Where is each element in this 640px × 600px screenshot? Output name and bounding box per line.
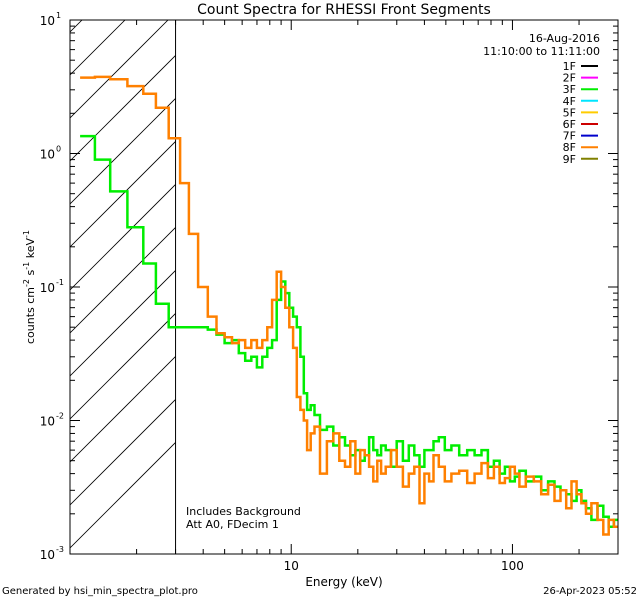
x-axis-label: Energy (keV) [305,575,382,589]
legend-label: 5F [563,106,576,119]
y-tick-label: 10 [40,548,55,562]
svg-text:counts cm-2 s-1 keV-1: counts cm-2 s-1 keV-1 [22,230,37,344]
annotation-background: Includes Background [186,505,301,518]
y-tick-exponent: -2 [56,412,64,421]
legend-label: 8F [563,141,576,154]
legend-label: 2F [563,72,576,85]
annotation-attenuator: Att A0, FDecim 1 [186,518,279,531]
y-tick-exponent: -1 [56,278,64,287]
legend-label: 3F [563,83,576,96]
series-group [80,75,618,536]
legend-label: 9F [563,153,576,166]
time-range-label: 11:10:00 to 11:11:00 [483,45,600,58]
footer-generated-by: Generated by hsi_min_spectra_plot.pro [2,586,198,597]
y-axis-label: counts cm-2 s-1 keV-1 [22,230,37,344]
y-tick-exponent: 1 [56,11,61,20]
x-tick-label: 100 [501,559,524,573]
x-tick-label: 10 [284,559,299,573]
series-3F [80,134,618,528]
series-8F [80,75,618,536]
chart-title: Count Spectra for RHESSI Front Segments [197,2,491,18]
footer-timestamp: 26-Apr-2023 05:52 [543,586,637,597]
y-tick-label: 10 [40,415,55,429]
legend-label: 4F [563,95,576,108]
y-tick-exponent: -3 [56,545,64,554]
date-label: 16-Aug-2016 [529,32,600,45]
background-hatch-region [70,20,177,554]
legend-label: 1F [563,60,576,73]
legend-label: 7F [563,130,576,143]
plot-frame [69,19,619,555]
y-tick-exponent: 0 [56,145,61,154]
y-tick-label: 10 [40,281,55,295]
y-tick-label: 10 [40,14,55,28]
legend-label: 6F [563,118,576,131]
y-tick-label: 10 [40,148,55,162]
